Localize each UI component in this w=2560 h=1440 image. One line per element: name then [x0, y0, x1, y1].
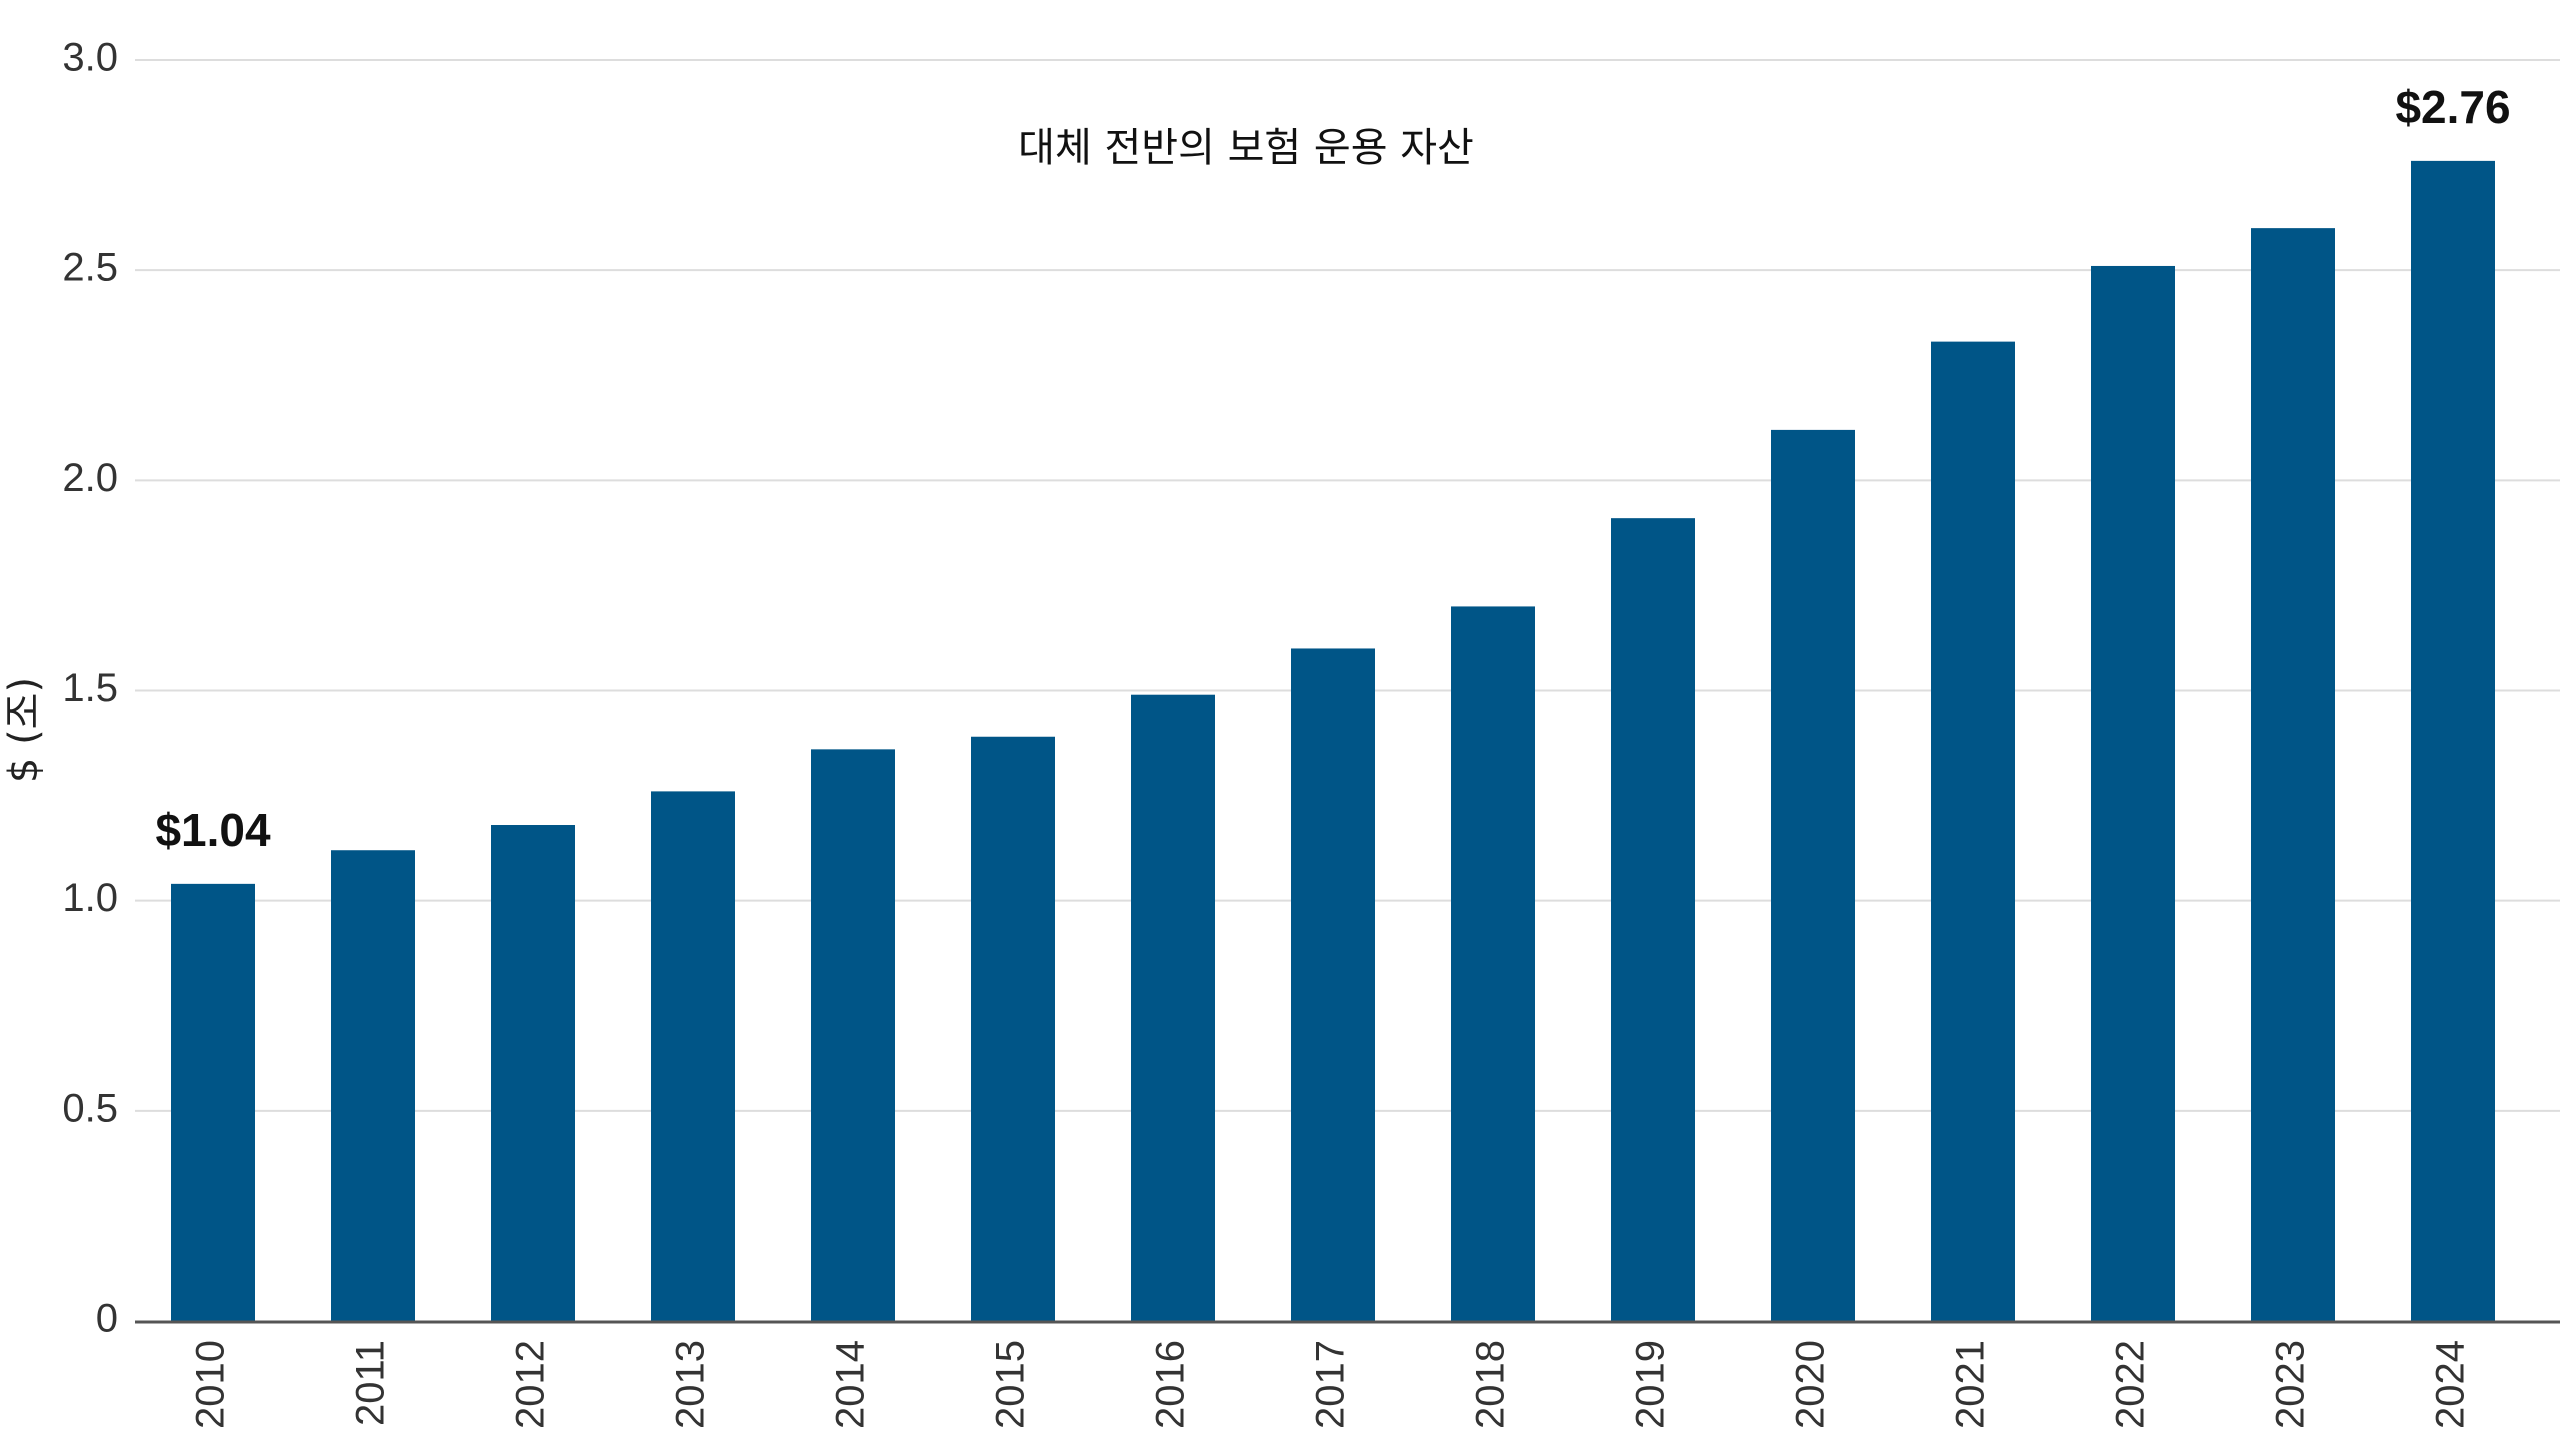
y-axis-title: $ (조)	[1, 677, 47, 783]
chart-title: 대체 전반의 보험 운용 자산	[1018, 125, 1474, 171]
x-tick-label: 2014	[829, 1340, 873, 1429]
x-tick-label: 2011	[349, 1340, 393, 1426]
bar-2014	[811, 749, 895, 1321]
bar-2017	[1291, 648, 1375, 1321]
x-tick-label: 2020	[1789, 1340, 1833, 1429]
x-tick-label: 2022	[2109, 1340, 2153, 1429]
x-tick-label: 2018	[1469, 1340, 1513, 1429]
bar-2013	[651, 791, 735, 1321]
x-tick-label: 2021	[1949, 1340, 1993, 1429]
bar-2023	[2251, 228, 2335, 1322]
bars	[171, 160, 2495, 1322]
x-tick-label: 2019	[1629, 1340, 1673, 1429]
y-tick-label: 1.5	[62, 666, 118, 710]
y-tick-label: 2.5	[62, 246, 118, 290]
x-tick-label: 2013	[669, 1340, 713, 1429]
bar-2022	[2091, 265, 2175, 1321]
bar-2018	[1451, 606, 1535, 1321]
y-axis-ticks: 0 0.5 1.0 1.5 2.0 2.5 3.0	[62, 36, 118, 1341]
data-label: $1.04	[155, 804, 271, 856]
bar-2011	[331, 850, 415, 1321]
y-tick-label: 1.0	[62, 876, 118, 920]
x-tick-label: 2016	[1149, 1340, 1193, 1429]
x-tick-label: 2024	[2429, 1340, 2473, 1429]
x-tick-label: 2012	[509, 1340, 553, 1429]
y-tick-label: 3.0	[62, 36, 118, 80]
x-tick-label: 2023	[2269, 1340, 2313, 1429]
y-tick-label: 0.5	[62, 1086, 118, 1130]
bar-2016	[1131, 694, 1215, 1321]
bar-2015	[971, 736, 1055, 1321]
bar-2019	[1611, 518, 1695, 1321]
bar-2021	[1931, 341, 2015, 1322]
bar-2020	[1771, 429, 1855, 1322]
bar-2012	[491, 825, 575, 1321]
x-tick-label: 2017	[1309, 1340, 1353, 1429]
x-tick-label: 2015	[989, 1340, 1033, 1429]
x-axis-ticks: 2010 2011 2012 2013 2014 2015 2016 2017 2018 2019…	[189, 1340, 2473, 1429]
y-tick-label: 2.0	[62, 456, 118, 500]
bar-2024	[2411, 160, 2495, 1321]
bar-2010	[171, 883, 255, 1321]
x-tick-label: 2010	[189, 1340, 233, 1429]
data-labels: $1.04 $2.76	[155, 81, 2510, 856]
data-label: $2.76	[2395, 81, 2510, 133]
y-tick-label: 0	[96, 1297, 118, 1341]
